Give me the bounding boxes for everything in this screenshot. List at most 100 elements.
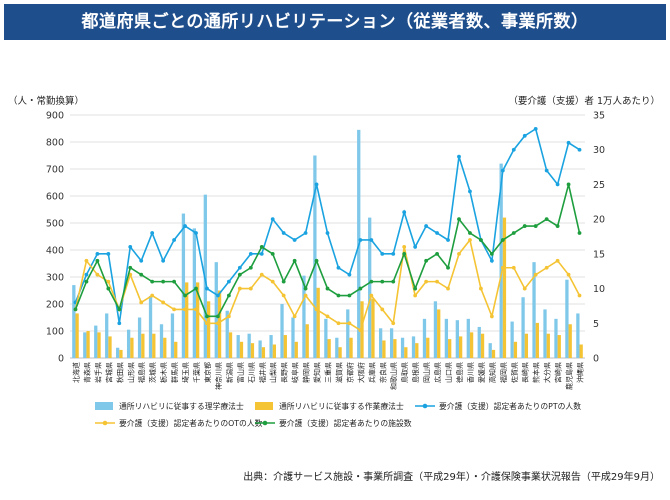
data-point xyxy=(84,258,89,263)
data-point xyxy=(358,238,363,242)
data-point xyxy=(128,265,133,270)
data-point xyxy=(457,154,461,159)
data-point xyxy=(511,147,516,152)
data-point xyxy=(380,279,385,284)
bar xyxy=(338,347,342,358)
data-point xyxy=(566,182,571,187)
category-label: 兵庫県 xyxy=(367,362,376,383)
bar xyxy=(94,325,98,358)
category-label: 富山県 xyxy=(236,362,245,383)
legend-label: 要介護（支援）認定者あたりのOTの人数 xyxy=(119,418,263,428)
data-point xyxy=(292,314,297,319)
data-point xyxy=(292,238,297,242)
bar xyxy=(335,337,339,358)
bar xyxy=(181,213,186,358)
data-point xyxy=(577,293,582,298)
category-label: 鳥取県 xyxy=(400,362,409,383)
data-point xyxy=(413,286,418,291)
bar xyxy=(368,217,372,358)
bar xyxy=(261,347,266,358)
bar xyxy=(415,343,419,358)
bar xyxy=(324,318,328,358)
data-point xyxy=(172,307,176,312)
bar xyxy=(247,333,251,358)
data-point xyxy=(172,238,176,242)
category-label: 千葉県 xyxy=(192,362,201,383)
data-point xyxy=(150,231,155,235)
data-point xyxy=(205,314,209,319)
right-axis-unit-label: （要介護（支援）者 1万人あたり） xyxy=(508,95,660,107)
data-point xyxy=(391,251,396,256)
data-point xyxy=(577,147,582,152)
category-label: 岩手県 xyxy=(93,362,102,383)
category-label: 栃木県 xyxy=(159,362,168,383)
data-point xyxy=(281,231,286,235)
left-tick-label: 900 xyxy=(46,111,64,122)
bar xyxy=(389,328,394,358)
right-tick-label: 35 xyxy=(593,111,605,122)
bar xyxy=(283,335,287,358)
data-point xyxy=(544,168,549,173)
data-point xyxy=(281,279,286,284)
data-point xyxy=(237,272,242,277)
bar xyxy=(236,335,240,358)
bar xyxy=(469,332,474,358)
data-point xyxy=(566,140,571,145)
category-label: 高知県 xyxy=(488,362,497,383)
data-point xyxy=(347,272,352,277)
data-point xyxy=(183,224,187,228)
bar xyxy=(302,275,306,358)
bar xyxy=(83,332,87,358)
data-point xyxy=(259,272,264,277)
data-point xyxy=(248,265,253,270)
data-point xyxy=(402,251,407,256)
bar xyxy=(554,318,558,358)
data-point xyxy=(270,217,275,222)
category-label: 熊本県 xyxy=(532,362,541,383)
bar xyxy=(510,321,514,358)
legend-swatch xyxy=(95,402,113,410)
left-tick-label: 0 xyxy=(58,354,64,365)
data-point xyxy=(205,321,209,326)
right-tick-label: 30 xyxy=(593,145,605,156)
data-point xyxy=(314,307,319,312)
data-point xyxy=(314,258,319,263)
data-point xyxy=(95,251,100,256)
data-point xyxy=(369,238,374,242)
bar xyxy=(513,341,518,358)
category-label: 大阪府 xyxy=(356,362,365,383)
category-label: 秋田県 xyxy=(115,362,124,383)
category-label: 静岡県 xyxy=(302,362,311,383)
bar xyxy=(557,335,561,358)
bar xyxy=(458,336,463,358)
category-label: 北海道 xyxy=(71,362,80,383)
data-point xyxy=(161,258,166,263)
category-label: 和歌山県 xyxy=(389,362,398,390)
category-label: 新潟県 xyxy=(225,362,234,383)
data-point xyxy=(522,133,527,138)
data-point xyxy=(194,286,198,291)
bar xyxy=(108,336,112,358)
category-label: 福島県 xyxy=(137,362,146,383)
bar xyxy=(466,318,470,358)
data-point xyxy=(303,286,308,291)
bar xyxy=(535,322,539,358)
data-point xyxy=(336,293,341,298)
data-point xyxy=(117,321,122,326)
bar xyxy=(444,318,449,358)
data-point xyxy=(544,217,549,222)
bar xyxy=(272,344,276,358)
data-point xyxy=(226,279,231,284)
data-point xyxy=(270,279,275,284)
legend-swatch xyxy=(255,402,273,410)
data-point xyxy=(281,293,286,298)
data-point xyxy=(424,279,429,284)
data-point xyxy=(259,251,264,256)
data-point xyxy=(237,265,242,270)
bar xyxy=(346,309,350,358)
category-label: 島根県 xyxy=(411,362,420,383)
bar xyxy=(192,228,197,358)
data-point xyxy=(391,321,396,326)
data-point xyxy=(457,217,461,222)
data-point xyxy=(347,321,352,326)
